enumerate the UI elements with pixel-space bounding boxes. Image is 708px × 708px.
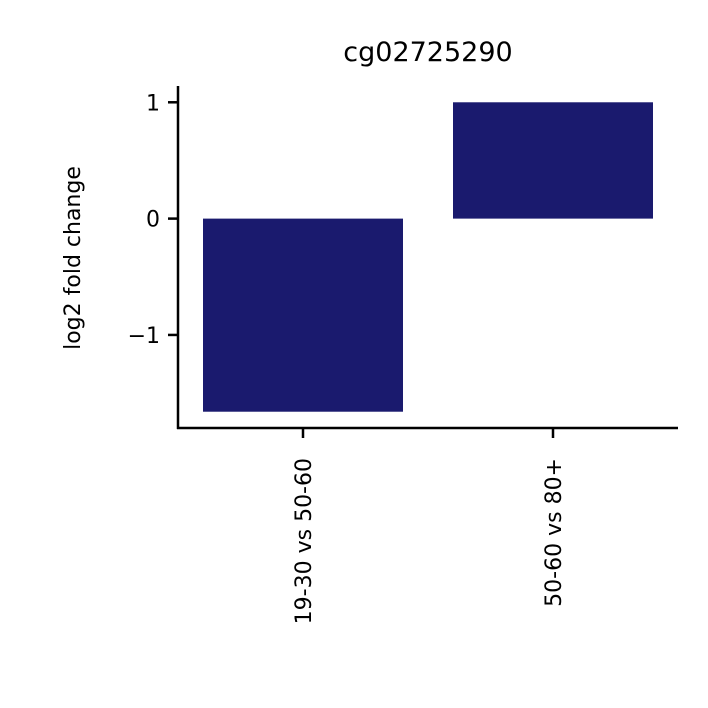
chart-title: cg02725290 [343, 37, 512, 68]
bars-group [203, 102, 653, 412]
y-axis-label: log2 fold change [61, 166, 86, 350]
x-ticks-group: 19-30 vs 50-60 50-60 vs 80+ [292, 428, 567, 624]
y-ticks-group: 1 0 −1 [128, 91, 178, 349]
y-tick-label: 0 [146, 208, 160, 233]
y-tick-label: 1 [146, 91, 160, 116]
y-tick-label: −1 [128, 324, 160, 349]
bar-0 [203, 218, 403, 412]
axes-group [176, 86, 678, 430]
x-tick-label: 50-60 vs 80+ [542, 458, 567, 607]
x-tick-label: 19-30 vs 50-60 [292, 458, 317, 624]
bar-1 [453, 102, 653, 219]
